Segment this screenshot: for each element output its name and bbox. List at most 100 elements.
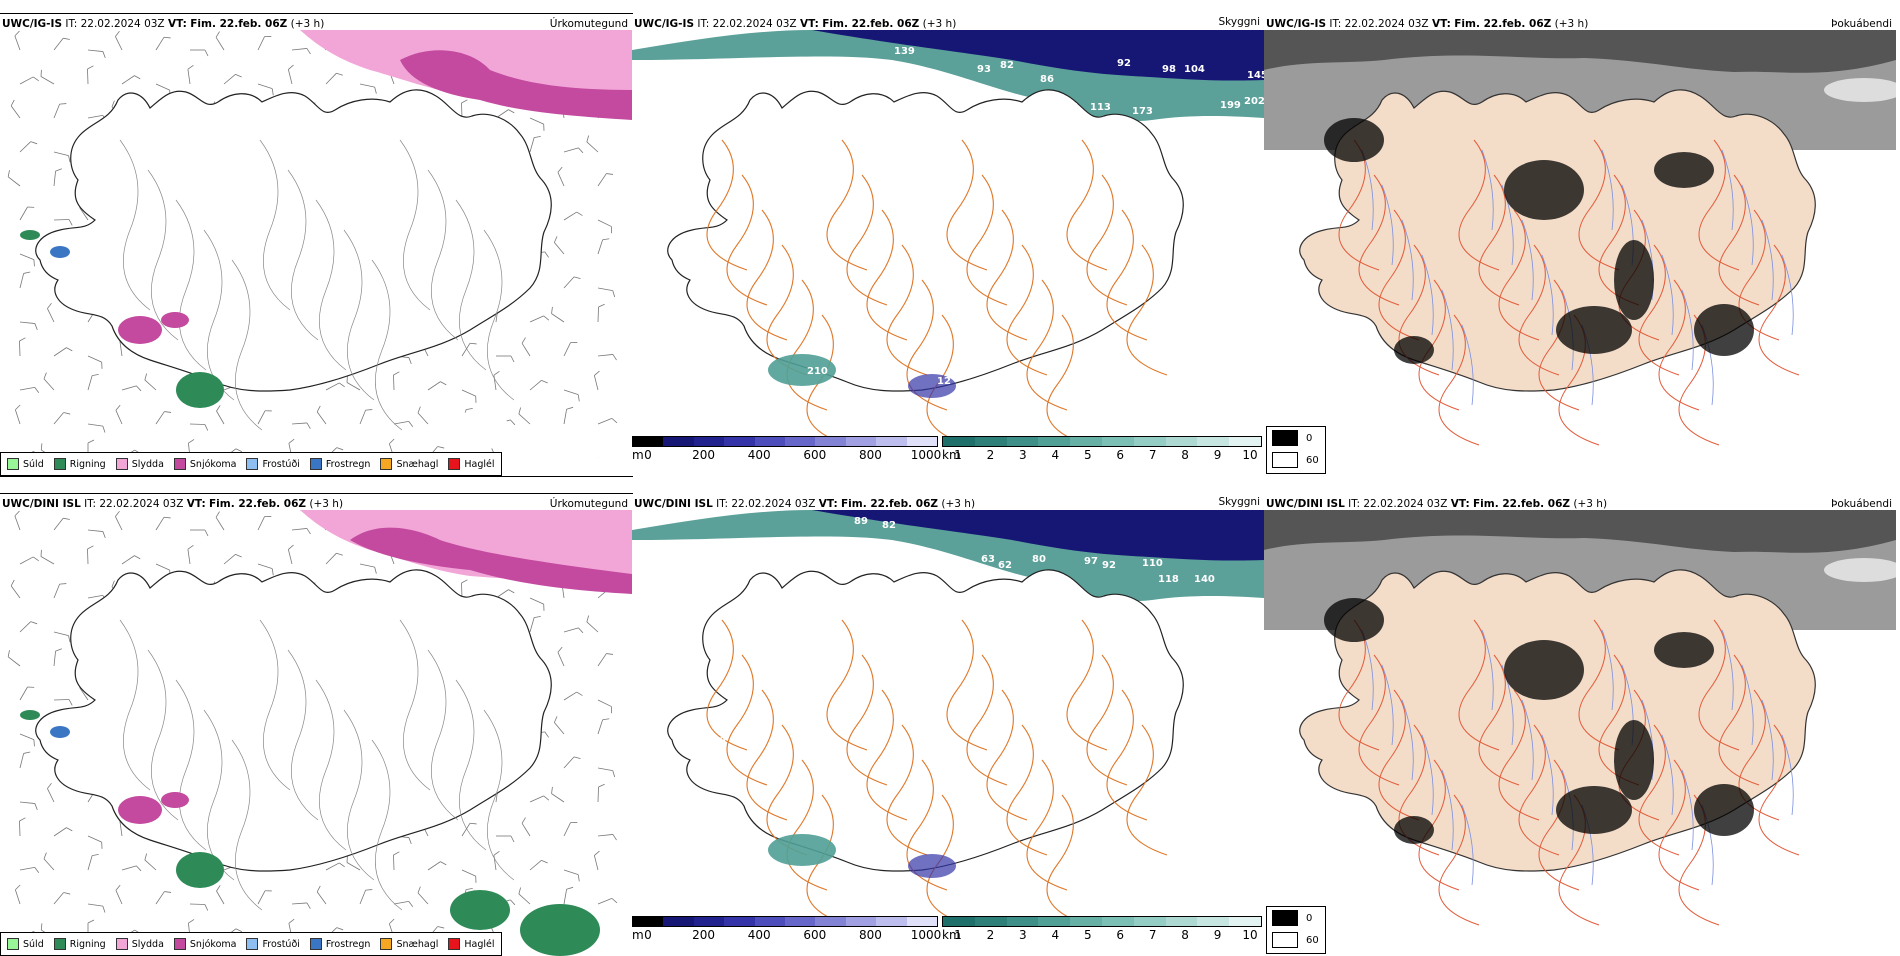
panel-header: UWC/DINI ISL IT: 22.02.2024 03Z VT: Fim.… <box>2 498 344 510</box>
colorbar-swatch <box>1197 917 1230 926</box>
legend-label: Snæhagl <box>396 938 439 950</box>
legend-label: Súld <box>23 938 44 950</box>
colorbar-tick-label: 5 <box>1083 928 1092 942</box>
legend-swatch <box>1272 932 1298 948</box>
colorbar-tick-label: 6 <box>1116 928 1125 942</box>
colorbar-tick-label: 10 <box>1242 928 1258 942</box>
colorbar-swatch <box>906 437 938 446</box>
colorbar-tick-label: 600 <box>803 448 827 462</box>
colorbar-tick-label: 9 <box>1213 448 1222 462</box>
panel-fog-row1: UWC/IG-IS IT: 22.02.2024 03Z VT: Fim. 22… <box>1264 14 1896 476</box>
colorbar-swatch <box>754 437 786 446</box>
colorbar-tick-label: 1 <box>954 448 962 462</box>
colorbar-swatches <box>632 436 938 447</box>
precip-legend: Súld Rigning Slydda Snjókoma Frostúði Frostre… <box>0 932 502 956</box>
colorbar-swatch <box>943 917 975 926</box>
fog-legend: 0 60 <box>1266 426 1326 474</box>
visibility-value-label: 80 <box>1032 554 1046 565</box>
legend-label: Rigning <box>69 938 106 950</box>
legend-swatch <box>173 458 186 470</box>
visibility-value-label: 62 <box>998 560 1012 571</box>
colorbar-swatch <box>1165 437 1198 446</box>
precip-type-map <box>0 30 632 476</box>
fog-legend-item-0: 0 <box>1267 907 1325 929</box>
precip-legend-item-7: Haglél <box>448 458 495 470</box>
legend-swatch <box>246 458 259 470</box>
visibility-value-label: 92 <box>1117 58 1131 69</box>
panel-title: Þokuábendi <box>1831 498 1892 510</box>
visibility-colorbar-km: km 1 2 3 4 5 6 7 8 9 10 <box>942 436 1262 466</box>
colorbar-tick-label: 1000 <box>910 448 942 462</box>
colorbar-tick-label: 600 <box>803 928 827 942</box>
fog-legend-item-1: 60 <box>1267 929 1325 951</box>
legend-label: Súld <box>23 458 44 470</box>
colorbar-swatch <box>633 437 664 446</box>
visibility-value-label: 113 <box>1090 102 1111 113</box>
legend-label: 60 <box>1306 934 1319 946</box>
panel-title: Úrkomutegund <box>549 498 628 510</box>
colorbar-tick-label: 2 <box>986 448 995 462</box>
visibility-value-label: 994 <box>967 942 988 953</box>
panel-visibility-row2: UWC/DINI ISL IT: 22.02.2024 03Z VT: Fim.… <box>632 494 1264 956</box>
visibility-value-label: 95 <box>1064 102 1078 113</box>
legend-swatch <box>380 458 393 470</box>
precip-legend-item-2: Slydda <box>115 938 164 950</box>
colorbar-swatch <box>663 917 694 926</box>
panel-title: Skyggni <box>1218 16 1261 28</box>
colorbar-tick-label: 800 <box>858 928 882 942</box>
visibility-value-label: 93 <box>977 64 991 75</box>
fog-legend-item-0: 0 <box>1267 427 1325 449</box>
precip-legend-item-1: Rigning <box>53 938 106 950</box>
colorbar-tick-label: 9 <box>1213 928 1222 942</box>
fog-legend-item-1: 60 <box>1267 449 1325 471</box>
visibility-colorbar-km: km 1 2 3 4 5 6 7 8 9 10 <box>942 916 1262 946</box>
colorbar-swatch <box>845 917 877 926</box>
precip-legend-item-0: Súld <box>7 458 44 470</box>
colorbar-tick-label: 200 <box>692 448 716 462</box>
precip-legend-item-3: Snjókoma <box>173 938 236 950</box>
panel-header: UWC/DINI ISL IT: 22.02.2024 03Z VT: Fim.… <box>634 498 976 510</box>
colorbar-tick-label: 400 <box>747 448 771 462</box>
fog-indicator-map <box>1264 30 1896 446</box>
colorbar-swatch <box>974 917 1007 926</box>
colorbar-tick-label: 4 <box>1051 448 1060 462</box>
panel-title: Úrkomutegund <box>549 18 628 30</box>
colorbar-swatch <box>785 917 816 926</box>
visibility-value-label: 12 <box>937 376 951 387</box>
legend-swatch <box>1272 452 1298 468</box>
colorbar-tick-label: 800 <box>858 448 882 462</box>
colorbar-swatch <box>633 917 664 926</box>
legend-label: Frostregn <box>325 938 371 950</box>
visibility-colorbar-m: m 0 200 400 600 800 1000 <box>632 436 941 466</box>
precip-legend-item-4: Frostúði <box>246 938 300 950</box>
colorbar-tick-label: 1 <box>954 928 962 942</box>
colorbar-swatch <box>1006 917 1039 926</box>
visibility-value-label: 173 <box>1132 106 1153 117</box>
visibility-value-label: 139 <box>894 46 915 57</box>
precip-legend: Súld Rigning Slydda Snjókoma Frostúði Frostre… <box>0 452 502 476</box>
colorbar-swatch <box>1197 437 1230 446</box>
visibility-value-label: 145 <box>1247 70 1264 81</box>
panel-header: UWC/DINI ISL IT: 22.02.2024 03Z VT: Fim.… <box>1266 498 1608 510</box>
colorbar-swatch <box>1038 437 1071 446</box>
panel-header: UWC/IG-IS IT: 22.02.2024 03Z VT: Fim. 22… <box>2 18 325 30</box>
visibility-value-label: 202 <box>1244 96 1264 107</box>
precip-legend-item-2: Slydda <box>115 458 164 470</box>
legend-swatch <box>53 938 66 950</box>
colorbar-unit: km <box>942 448 961 462</box>
visibility-value-label: 70 <box>707 258 721 269</box>
colorbar-tick-label: 0 <box>644 448 652 462</box>
colorbar-swatch <box>815 437 846 446</box>
visibility-value-label: 92 <box>1102 560 1116 571</box>
colorbar-swatch <box>943 437 975 446</box>
colorbar-tick-label: 2 <box>986 928 995 942</box>
precip-legend-item-3: Snjókoma <box>173 458 236 470</box>
visibility-value-label: 97 <box>1084 556 1098 567</box>
colorbar-swatch <box>1165 917 1198 926</box>
legend-label: 60 <box>1306 454 1319 466</box>
colorbar-swatch <box>1038 917 1071 926</box>
colorbar-swatch <box>845 437 877 446</box>
legend-label: Slydda <box>131 458 164 470</box>
visibility-value-label: 199 <box>1220 100 1241 111</box>
